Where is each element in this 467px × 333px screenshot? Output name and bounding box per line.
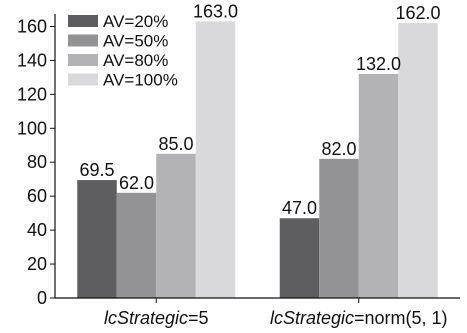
x-tick-label-2: lcStrategic=norm(5, 1) [270, 308, 448, 328]
y-tick-label-6: 100 [17, 118, 47, 138]
legend-swatch-2 [68, 34, 98, 47]
y-tick-label-5: 80 [27, 152, 47, 172]
y-tick-label-4: 60 [27, 186, 47, 206]
data-label-1-1: 69.5 [79, 160, 114, 180]
legend-swatch-4 [68, 73, 98, 86]
data-label-4-1: 163.0 [193, 1, 238, 21]
bar-1-1 [77, 180, 117, 298]
y-tick-label-3: 40 [27, 220, 47, 240]
y-tick-label-9: 160 [17, 16, 47, 36]
bar-2-2 [319, 158, 359, 298]
data-label-2-2: 82.0 [321, 139, 356, 159]
legend-label-1: AV=20% [103, 12, 168, 31]
y-tick-label-8: 140 [17, 50, 47, 70]
bar-4-1 [195, 21, 236, 298]
axes-layer: 0 20 40 60 80 100 120 140 160 lcStrategic=5 lcStra… [17, 14, 460, 328]
y-tick-label-7: 120 [17, 84, 47, 104]
data-label-4-2: 162.0 [395, 3, 440, 23]
y-tick-label-2: 20 [27, 254, 47, 274]
bar-3-1 [156, 153, 196, 298]
x-tick-label-1: lcStrategic=5 [104, 308, 209, 328]
data-label-3-1: 85.0 [158, 134, 193, 154]
legend-label-2: AV=50% [103, 32, 168, 51]
data-label-1-2: 47.0 [282, 198, 317, 218]
data-labels-layer: 69.5 47.0 62.0 82.0 85.0 132.0 163.0 162.0 [79, 1, 440, 218]
data-label-3-2: 132.0 [356, 54, 401, 74]
legend-label-3: AV=80% [103, 51, 168, 70]
data-label-2-1: 62.0 [119, 173, 154, 193]
legend-swatch-1 [68, 15, 98, 27]
legend-swatch-3 [68, 54, 98, 66]
legend: AV=20%AV=50%AV=80%AV=100% [68, 12, 178, 90]
y-tick-label-1: 0 [37, 288, 47, 308]
bar-1-2 [279, 218, 320, 298]
bar-3-2 [358, 74, 399, 298]
legend-label-4: AV=100% [103, 71, 178, 90]
bar-4-2 [398, 23, 438, 298]
bar-2-1 [116, 192, 157, 298]
bars-layer [77, 21, 438, 298]
